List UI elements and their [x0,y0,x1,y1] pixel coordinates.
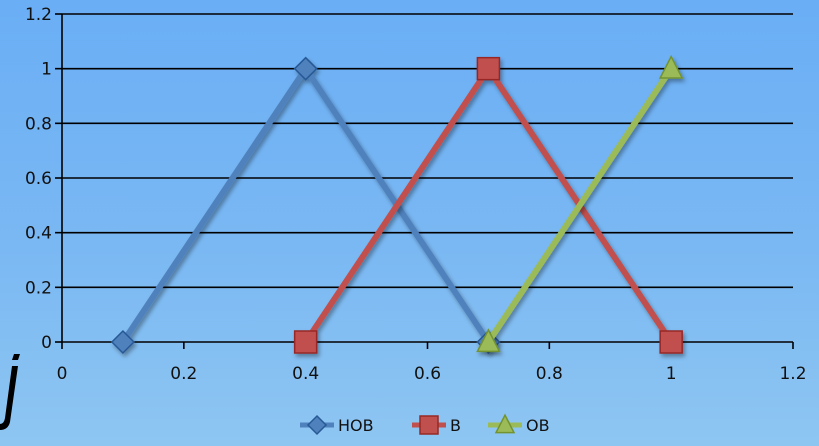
point-b-0 [293,330,318,354]
point-hob-0 [110,329,135,355]
series-line-ob [485,66,674,344]
x-tick-label-6: 1.2 [779,364,806,384]
y-tick-label-1: 0.2 [25,278,52,298]
y-tick-label-3: 0.6 [25,169,52,189]
x-tick-label-3: 0.6 [414,364,441,384]
series-hob [110,56,501,355]
series-line-b [303,65,674,344]
y-tick-label-2: 0.4 [25,224,52,244]
legend-swatch-marker [306,414,328,436]
x-tick-label-5: 1 [666,364,677,384]
x-tick-label-0: 0 [57,364,68,384]
gridlines [62,13,793,289]
point-ob-1 [658,54,684,79]
y-tick-label-4: 0.8 [25,114,52,134]
y-tick-labels: 0 0.2 0.4 0.6 0.8 1 1.2 [25,5,52,353]
legend-item-b: B [412,415,461,435]
series-ob [476,54,684,353]
point-hob-1 [293,56,318,81]
point-b-2 [659,330,683,354]
legend-label-hob: HOB [338,416,374,435]
legend-item-hob: HOB [300,414,374,436]
legend-swatch-marker [419,415,439,435]
legend-label-ob: OB [526,416,550,435]
x-tick-label-1: 0.2 [170,364,197,384]
x-tick-labels: 0 0.2 0.4 0.6 0.8 1 1.2 [57,364,807,384]
y-tick-label-5: 1 [41,60,52,80]
x-tick-label-2: 0.4 [292,364,319,384]
legend-item-ob: OB [488,413,550,435]
cropped-glyph-decoration [0,354,20,430]
point-ob-0 [476,328,501,353]
x-tick-label-4: 0.8 [536,364,563,384]
series-b [293,56,683,354]
series-layer [110,54,684,355]
legend-label-b: B [450,416,461,435]
y-tick-label-0: 0 [41,333,52,353]
axes [55,13,794,349]
series-line-hob [120,65,491,344]
legend: HOB B OB [300,413,550,436]
legend-swatch-marker [494,413,516,434]
y-tick-label-6: 1.2 [25,5,52,25]
point-b-1 [476,56,501,81]
